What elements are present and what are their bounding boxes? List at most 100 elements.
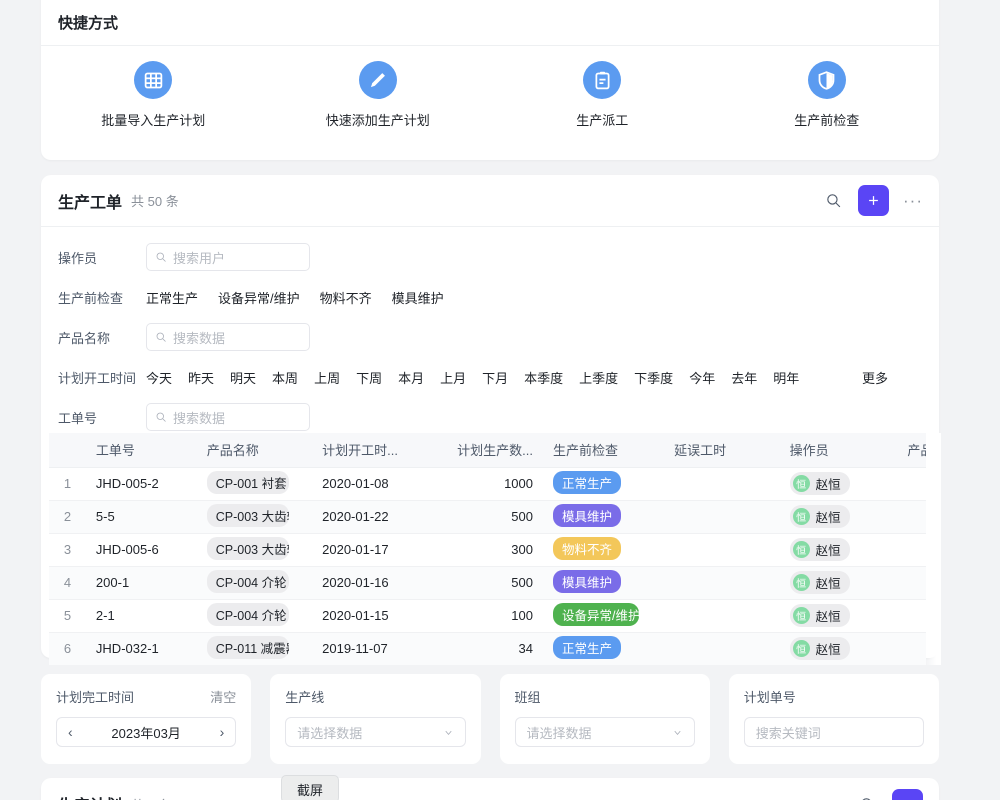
table-row[interactable]: 4 200-1 CP-004 介轮 2020-01-16 500 模具维护 恒赵恒 xyxy=(49,566,926,600)
filter-tag-material-shortage[interactable]: 物料不齐 xyxy=(319,290,372,306)
column-header-product[interactable]: 产品名称 xyxy=(196,433,313,468)
filter-more-button[interactable]: 更多 xyxy=(861,370,888,386)
filter-row-start-time: 计划开工时间 今天 昨天 明天 本周 上周 下周 本月 上月 下月 本季度 上季… xyxy=(58,357,922,397)
cell-operator[interactable]: 恒赵恒 xyxy=(779,632,898,665)
table-row[interactable]: 5 2-1 CP-004 介轮 2020-01-15 100 设备异常/维护 恒赵恒 xyxy=(49,599,926,633)
product-chip[interactable]: CP-001 衬套 xyxy=(206,470,289,494)
work-order-table[interactable]: 工单号 产品名称 计划开工时... 计划生产数... 生产前检查 延误工时 操作… xyxy=(49,433,926,665)
cell-operator[interactable]: 恒赵恒 xyxy=(779,599,898,633)
cell-pre-check: 设备异常/维护 xyxy=(542,599,665,633)
next-month-button[interactable]: › xyxy=(219,724,225,740)
column-header-wo-no[interactable]: 工单号 xyxy=(85,433,197,468)
column-header-pre-check[interactable]: 生产前检查 xyxy=(542,433,665,468)
date-tag-this-year[interactable]: 今年 xyxy=(689,370,716,386)
month-value: 2023年03月 xyxy=(111,725,181,741)
shortcut-item-pre-check[interactable]: 生产前检查 xyxy=(715,61,940,129)
column-header-qty[interactable]: 计划生产数... xyxy=(427,433,543,468)
column-header-operator[interactable]: 操作员 xyxy=(779,433,898,468)
cell-product-name[interactable]: CP-004 介轮 xyxy=(196,566,313,600)
work-order-no-search-placeholder: 搜索数据 xyxy=(173,410,226,426)
work-order-no-search-input[interactable]: 搜索数据 xyxy=(146,403,310,431)
product-chip[interactable]: CP-004 介轮 xyxy=(206,602,289,626)
date-tag-last-month[interactable]: 上月 xyxy=(440,370,467,386)
date-tag-this-week[interactable]: 本周 xyxy=(272,370,299,386)
operator-chip[interactable]: 恒赵恒 xyxy=(789,604,850,627)
cell-product-process xyxy=(897,599,926,633)
add-button[interactable] xyxy=(892,788,923,800)
table-header-row: 工单号 产品名称 计划开工时... 计划生产数... 生产前检查 延误工时 操作… xyxy=(49,433,926,468)
date-tag-this-month[interactable]: 本月 xyxy=(398,370,425,386)
date-tag-last-year[interactable]: 去年 xyxy=(731,370,758,386)
shortcut-item-quick-add[interactable]: 快速添加生产计划 xyxy=(266,61,491,129)
cell-work-order-no[interactable]: JHD-005-6 xyxy=(85,533,197,567)
date-tag-next-quarter[interactable]: 下季度 xyxy=(634,370,674,386)
clear-button[interactable]: 清空 xyxy=(210,690,237,705)
date-tag-yesterday[interactable]: 昨天 xyxy=(188,370,215,386)
operator-search-placeholder: 搜索用户 xyxy=(173,250,226,266)
cell-start-time: 2020-01-16 xyxy=(312,566,428,600)
date-tag-last-quarter[interactable]: 上季度 xyxy=(579,370,619,386)
cell-product-process xyxy=(897,500,926,534)
month-picker[interactable]: ‹ 2023年03月 › xyxy=(56,717,237,747)
cell-product-name[interactable]: CP-003 大齿轮 xyxy=(196,533,313,567)
cell-product-name[interactable]: CP-004 介轮 xyxy=(196,599,313,633)
cell-operator[interactable]: 恒赵恒 xyxy=(779,467,898,501)
cell-work-order-no[interactable]: 200-1 xyxy=(85,566,197,600)
date-tag-tomorrow[interactable]: 明天 xyxy=(230,370,257,386)
operator-chip[interactable]: 恒赵恒 xyxy=(789,505,850,528)
column-header-delay[interactable]: 延误工时 xyxy=(664,433,780,468)
operator-search-input[interactable]: 搜索用户 xyxy=(146,243,310,271)
cell-operator[interactable]: 恒赵恒 xyxy=(779,500,898,534)
filter-tag-normal[interactable]: 正常生产 xyxy=(146,290,199,306)
add-button[interactable] xyxy=(858,185,890,216)
search-icon[interactable] xyxy=(854,791,880,800)
cell-work-order-no[interactable]: JHD-032-1 xyxy=(85,632,197,665)
cell-work-order-no[interactable]: 2-1 xyxy=(85,599,197,633)
operator-chip[interactable]: 恒赵恒 xyxy=(789,571,850,594)
row-index: 2 xyxy=(49,500,86,534)
cell-product-name[interactable]: CP-011 减震器 xyxy=(196,632,313,665)
plan-no-search-input[interactable]: 搜索关键词 xyxy=(743,717,924,747)
production-line-select[interactable]: 请选择数据 xyxy=(285,717,466,747)
date-tag-today[interactable]: 今天 xyxy=(146,370,173,386)
shortcut-item-batch-import[interactable]: 批量导入生产计划 xyxy=(41,61,266,129)
cell-operator[interactable]: 恒赵恒 xyxy=(779,566,898,600)
date-tag-next-month[interactable]: 下月 xyxy=(482,370,509,386)
operator-chip[interactable]: 恒赵恒 xyxy=(789,637,850,660)
shortcut-item-dispatch[interactable]: 生产派工 xyxy=(490,61,715,129)
column-header-start-time[interactable]: 计划开工时... xyxy=(312,433,428,468)
product-chip[interactable]: CP-003 大齿轮 xyxy=(206,536,289,560)
page-title: 生产工单 xyxy=(58,194,123,212)
cell-operator[interactable]: 恒赵恒 xyxy=(779,533,898,567)
column-header-process[interactable]: 产品工序 xyxy=(897,433,926,468)
product-chip[interactable]: CP-003 大齿轮 xyxy=(206,503,289,527)
search-icon[interactable] xyxy=(820,188,846,214)
cell-product-name[interactable]: CP-001 衬套 xyxy=(196,467,313,501)
operator-chip[interactable]: 恒赵恒 xyxy=(789,538,850,561)
screenshot-button[interactable]: 截屏 xyxy=(281,775,339,800)
filter-tag-mold-maintenance[interactable]: 模具维护 xyxy=(391,290,444,306)
more-options-icon[interactable]: ··· xyxy=(903,190,923,210)
product-chip[interactable]: CP-004 介轮 xyxy=(206,569,289,593)
cell-work-order-no[interactable]: 5-5 xyxy=(85,500,197,534)
team-select[interactable]: 请选择数据 xyxy=(514,717,695,747)
production-line-placeholder: 请选择数据 xyxy=(297,725,363,741)
date-tag-this-quarter[interactable]: 本季度 xyxy=(524,370,564,386)
table-row[interactable]: 1 JHD-005-2 CP-001 衬套 2020-01-08 1000 正常生产 恒赵恒 xyxy=(49,467,926,501)
product-chip[interactable]: CP-011 减震器 xyxy=(206,635,289,659)
filter-tag-equipment-fault[interactable]: 设备异常/维护 xyxy=(218,290,300,306)
product-name-search-input[interactable]: 搜索数据 xyxy=(146,323,310,351)
date-tag-next-year[interactable]: 明年 xyxy=(773,370,800,386)
prev-month-button[interactable]: ‹ xyxy=(68,724,73,740)
avatar: 恒 xyxy=(792,475,810,492)
cell-planned-qty: 500 xyxy=(427,500,543,534)
date-tag-last-week[interactable]: 上周 xyxy=(314,370,341,386)
cell-work-order-no[interactable]: JHD-005-2 xyxy=(85,467,197,501)
cell-product-name[interactable]: CP-003 大齿轮 xyxy=(196,500,313,534)
operator-chip[interactable]: 恒赵恒 xyxy=(789,472,850,495)
date-tag-next-week[interactable]: 下周 xyxy=(356,370,383,386)
